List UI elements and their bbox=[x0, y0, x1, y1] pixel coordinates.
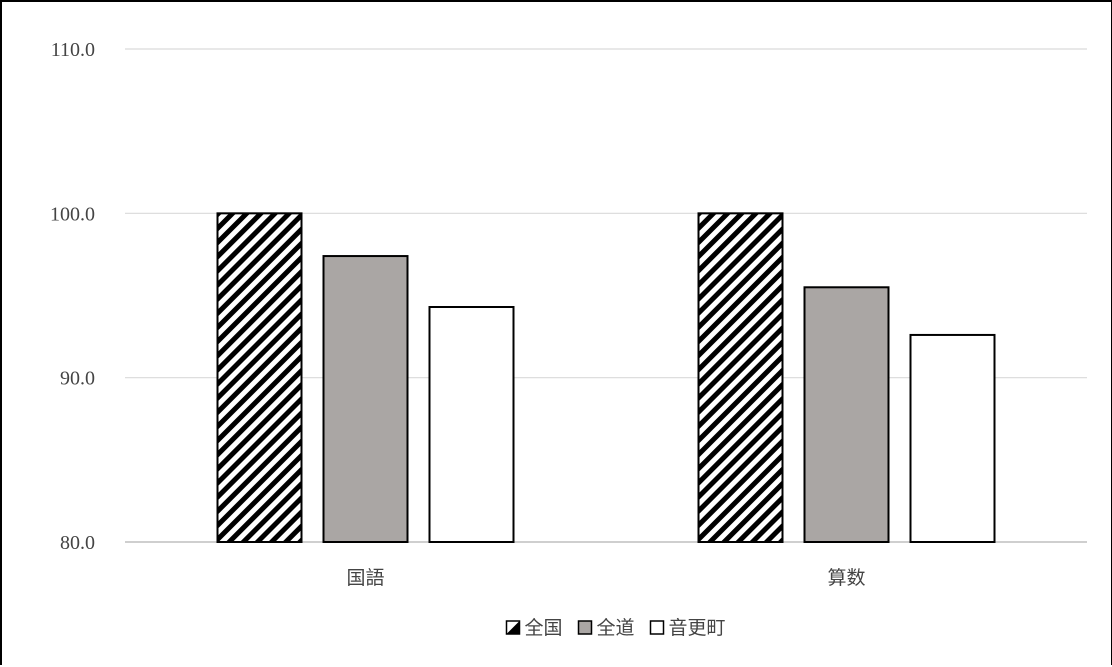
legend-swatch bbox=[577, 620, 593, 635]
legend-label: 全道 bbox=[597, 617, 635, 639]
y-axis: 110.0 100.0 90.0 80.0 bbox=[50, 39, 95, 554]
x-tick-label: 国語 bbox=[346, 567, 384, 589]
y-tick-label: 90.0 bbox=[60, 368, 95, 390]
bar bbox=[322, 255, 409, 543]
bars bbox=[216, 212, 996, 543]
bar bbox=[697, 212, 784, 543]
legend-label: 全国 bbox=[525, 617, 563, 639]
legend-swatch-hatch bbox=[506, 621, 520, 634]
bar bbox=[216, 212, 303, 543]
legend-item: 全道 bbox=[577, 617, 635, 639]
y-tick-label: 80.0 bbox=[60, 532, 95, 554]
legend-item: 音更町 bbox=[649, 617, 726, 639]
legend-item: 全国 bbox=[505, 617, 563, 639]
legend-swatch bbox=[649, 620, 665, 635]
y-tick-label: 100.0 bbox=[50, 203, 95, 225]
bar bbox=[909, 333, 996, 543]
legend: 全国 全道 音更町 bbox=[505, 617, 726, 639]
bar bbox=[803, 286, 890, 543]
y-tick-label: 110.0 bbox=[51, 39, 95, 61]
legend-label: 音更町 bbox=[669, 617, 726, 639]
x-tick-label: 算数 bbox=[827, 567, 865, 589]
x-axis: 国語 算数 bbox=[346, 567, 865, 589]
bar bbox=[428, 306, 515, 543]
